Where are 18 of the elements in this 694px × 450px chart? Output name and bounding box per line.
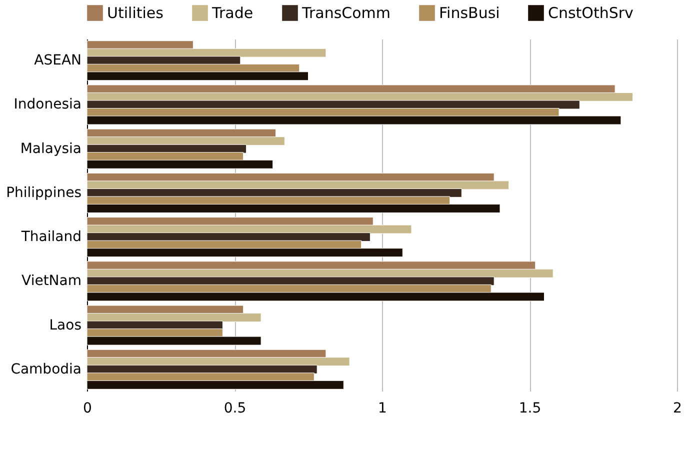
legend-label: CnstOthSrv	[548, 4, 634, 22]
legend-label: FinsBusi	[439, 4, 500, 22]
y-tick-label: Cambodia	[10, 361, 82, 378]
x-tick-label: 1	[378, 400, 387, 416]
x-tick-label: 1.5	[518, 400, 542, 416]
y-tick-label: VietNam	[22, 273, 82, 290]
legend-label: TransComm	[301, 4, 391, 22]
y-tick-label: ASEAN	[34, 52, 82, 69]
x-tick-label: 2	[673, 400, 682, 416]
y-tick-label: Indonesia	[14, 96, 82, 113]
y-tick-label: Philippines	[6, 184, 82, 201]
y-tick-label: Malaysia	[20, 140, 82, 157]
y-tick-label: Laos	[49, 317, 82, 334]
legend-label: Trade	[211, 4, 254, 22]
y-tick-label: Thailand	[20, 229, 82, 246]
x-tick-label: 0.5	[224, 400, 246, 416]
x-tick-label: 0	[83, 400, 92, 416]
legend-label: Utilities	[107, 4, 164, 22]
